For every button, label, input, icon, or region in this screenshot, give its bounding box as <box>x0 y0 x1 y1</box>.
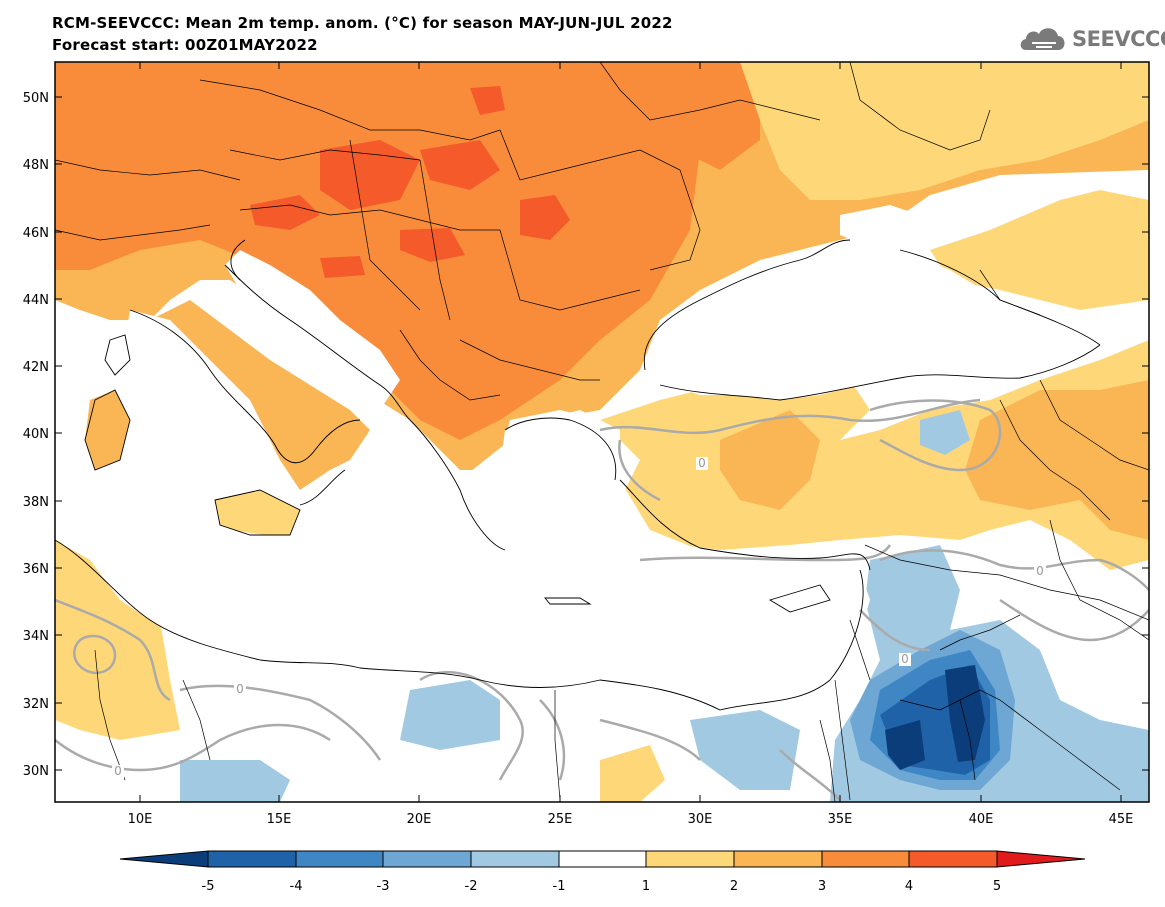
colorbar-label: 5 <box>993 879 1001 894</box>
anomaly-yellow-turkey <box>600 340 1149 570</box>
sea-black <box>645 240 1100 400</box>
anomaly-yellow-caspian <box>930 190 1149 310</box>
coastlines <box>55 239 1101 711</box>
colorbar-label: -4 <box>290 879 303 894</box>
contour-label: 0 <box>114 764 122 778</box>
anomaly-blue-sidra <box>400 680 500 750</box>
colorbar-segment <box>558 850 647 868</box>
anomaly-red-core4 <box>250 195 320 230</box>
lat-label: 38N <box>23 495 49 510</box>
anomaly-red-core5 <box>400 228 465 262</box>
anomaly-blue-libya <box>180 760 290 802</box>
sea-aegean <box>500 410 620 555</box>
colorbar: -5 -4 -3 -2 -1 1 2 3 4 5 <box>119 850 1086 894</box>
map-title: RCM-SEEVCCC: Mean 2m temp. anom. (°C) fo… <box>52 14 673 32</box>
contour-label-bg <box>112 765 124 778</box>
sea-adriatic <box>225 250 400 410</box>
lon-label: 10E <box>128 812 153 827</box>
lat-label: 48N <box>23 158 49 173</box>
zero-contours <box>55 398 1149 801</box>
lon-label: 25E <box>548 812 573 827</box>
anomaly-red-core7 <box>320 256 365 278</box>
contour-label-bg <box>1034 565 1046 578</box>
lat-label: 44N <box>23 293 49 308</box>
colorbar-segment <box>645 850 735 868</box>
colorbar-label: 4 <box>905 879 913 894</box>
anomaly-red-core1 <box>320 140 420 210</box>
lat-label: 36N <box>23 562 49 577</box>
colorbar-segment <box>733 850 823 868</box>
anomaly-orange-caucasus <box>965 380 1149 540</box>
colorbar-label: -2 <box>465 879 478 894</box>
colorbar-segment <box>470 850 560 868</box>
contour-label: 0 <box>236 682 244 696</box>
contour-label-bg <box>696 457 708 470</box>
anomaly-blue-egypt <box>690 710 800 790</box>
cloud-icon <box>1020 28 1065 50</box>
contour-label: 0 <box>1036 564 1044 578</box>
anomaly-blue4b <box>945 665 985 762</box>
sea-tyrrhenian <box>120 310 280 490</box>
sea-azov <box>840 205 920 245</box>
sea-ionian-med <box>55 410 870 710</box>
lat-label: 30N <box>23 764 49 779</box>
colorbar-label: 3 <box>818 879 826 894</box>
contour-label: 0 <box>698 456 706 470</box>
colorbar-segment <box>382 850 472 868</box>
colorbar-arrow-right <box>996 850 1086 868</box>
lon-label: 15E <box>267 812 292 827</box>
lat-label: 46N <box>23 226 49 241</box>
colorbar-segment <box>908 850 998 868</box>
anomaly-red-core6 <box>470 86 505 115</box>
anomaly-sardinia <box>85 390 130 470</box>
map-frame <box>54 61 1150 803</box>
colorbar-label: 2 <box>730 879 738 894</box>
lon-label: 30E <box>688 812 713 827</box>
lat-label: 32N <box>23 697 49 712</box>
logo-text: SEEVCCC <box>1072 27 1165 51</box>
colorbar-segment <box>207 850 297 868</box>
anomaly-red-core2 <box>420 140 500 190</box>
lat-label: 50N <box>23 91 49 106</box>
anomaly-red-core3 <box>520 195 570 240</box>
anomaly-yellow-ukraine <box>740 62 1149 200</box>
lat-label: 34N <box>23 629 49 644</box>
anomaly-orange-east-north <box>600 62 760 170</box>
contour-label: 0 <box>901 652 909 666</box>
country-borders <box>55 62 1149 802</box>
lon-label: 35E <box>828 812 853 827</box>
contour-label-bg <box>899 653 911 666</box>
seevccc-logo: SEEVCCC <box>1018 24 1165 56</box>
anomaly-orange-italy <box>150 300 370 490</box>
contour-label-bg <box>234 683 246 696</box>
anomaly-blue-turkey <box>920 410 970 455</box>
lat-label: 40N <box>23 427 49 442</box>
colorbar-label: -5 <box>202 879 215 894</box>
map-axes: 10E 15E 20E 25E 30E 35E 40E 45E 50N 48N 46N 44N 42N 4… <box>23 62 1149 827</box>
contour-labels: 0 0 0 0 0 <box>112 456 1046 778</box>
anomaly-sicily <box>215 490 300 535</box>
lon-label: 20E <box>407 812 432 827</box>
anomaly-yellow-egypt <box>600 745 665 802</box>
lon-label: 40E <box>969 812 994 827</box>
colorbar-label: -3 <box>377 879 390 894</box>
anomaly-orange-turkey <box>720 410 820 510</box>
colorbar-label: 1 <box>642 879 650 894</box>
anomaly-blue4a <box>885 720 925 770</box>
map-area <box>55 62 1149 802</box>
colorbar-segment <box>821 850 910 868</box>
lat-label: 42N <box>23 360 49 375</box>
colorbar-label: -1 <box>553 879 566 894</box>
forecast-start-label: Forecast start: 00Z01MAY2022 <box>52 36 318 54</box>
colorbar-arrow-left <box>119 850 209 868</box>
colorbar-segment <box>295 850 384 868</box>
anomaly-dark-orange <box>55 62 700 440</box>
lon-label: 45E <box>1109 812 1134 827</box>
